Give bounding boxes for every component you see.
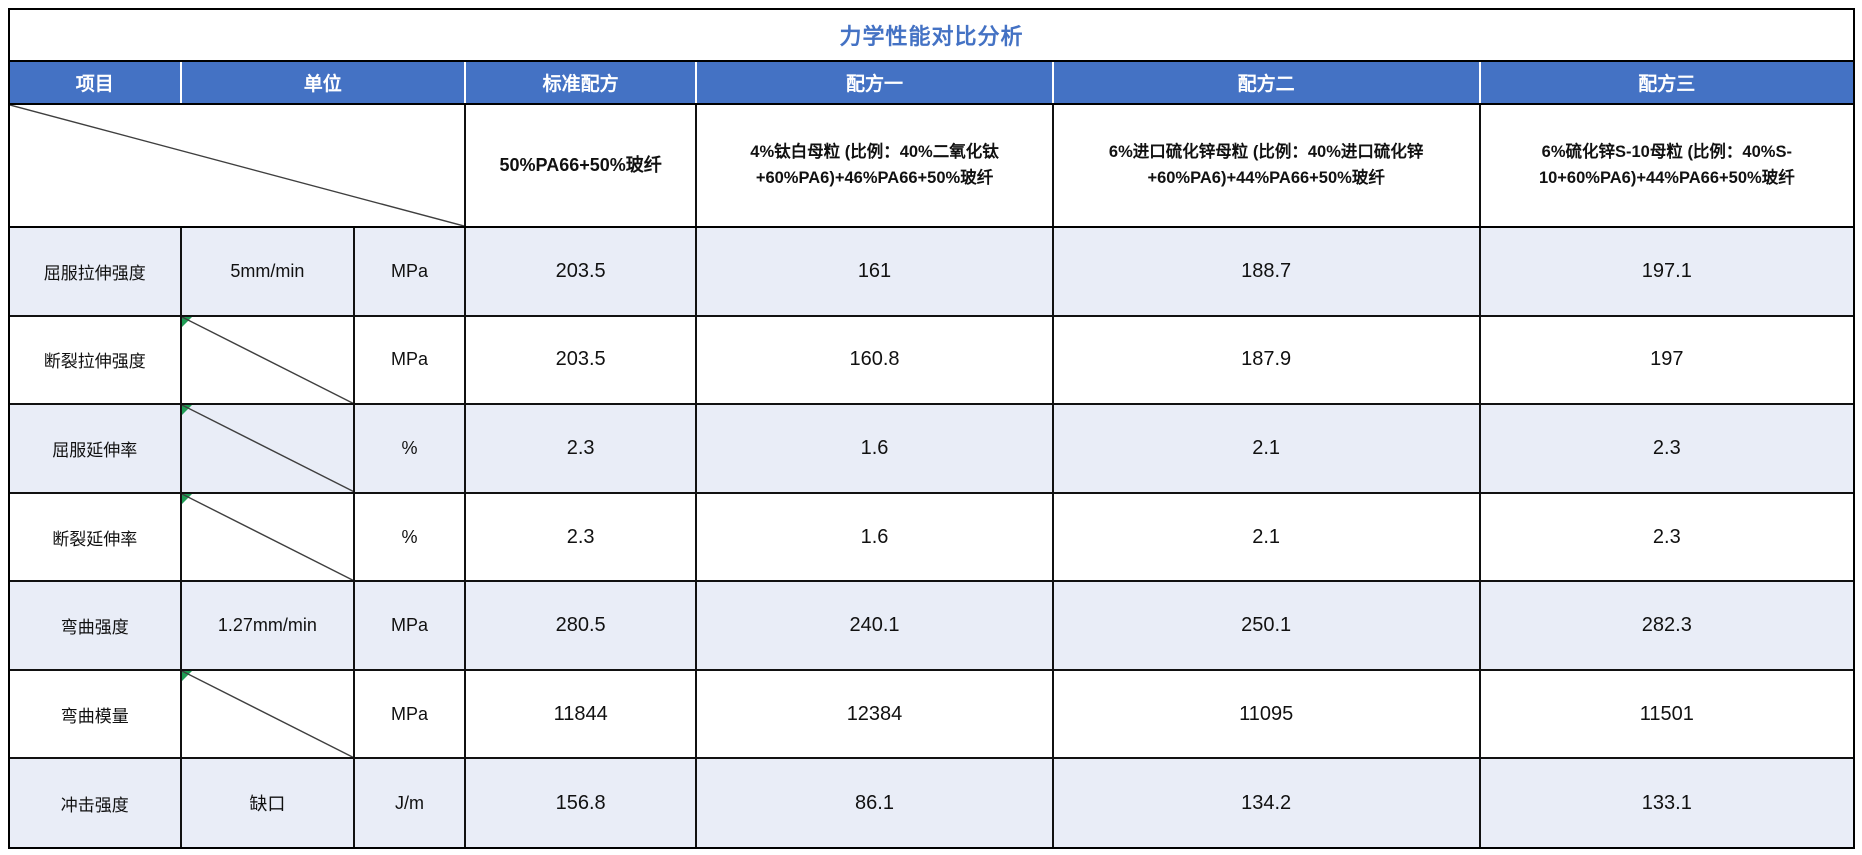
row-unit: % xyxy=(353,493,464,581)
table-row: 断裂延伸率 % 2.3 1.6 2.1 2.3 xyxy=(10,493,1853,583)
row-condition: 缺口 xyxy=(179,759,354,848)
row-label: 冲击强度 xyxy=(60,795,129,815)
diagonal-line xyxy=(10,105,464,226)
formula-description-row: 50%PA66+50%玻纤 4%钛白母粒 (比例：40%二氧化钛+60%PA6)… xyxy=(10,105,1853,228)
diagonal-slash-cell xyxy=(179,405,354,492)
row-unit: MPa xyxy=(353,670,464,758)
cell-value: 2.1 xyxy=(1051,405,1479,492)
row-unit: MPa xyxy=(353,228,464,315)
row-unit: MPa xyxy=(353,582,464,669)
row-label: 屈服拉伸强度 xyxy=(43,263,146,283)
row-condition: 1.27mm/min xyxy=(179,582,354,669)
cell-value: 188.7 xyxy=(1051,228,1479,315)
cell-value: 2.3 xyxy=(1478,405,1853,492)
diagonal-slash-cell xyxy=(179,493,354,581)
header-standard-formula: 标准配方 xyxy=(463,62,695,103)
cell-value: 240.1 xyxy=(695,582,1051,669)
table-header-row: 项目 单位 标准配方 配方一 配方二 配方三 xyxy=(10,62,1853,105)
table-row: 屈服拉伸强度 5mm/min MPa 203.5 161 188.7 197.1 xyxy=(10,228,1853,317)
cell-value: 11501 xyxy=(1478,670,1853,758)
cell-value: 2.3 xyxy=(463,493,695,581)
row-label: 屈服延伸率 xyxy=(52,440,138,460)
cell-value: 203.5 xyxy=(463,316,695,404)
cell-value: 134.2 xyxy=(1051,759,1479,848)
cell-value: 1.6 xyxy=(695,405,1051,492)
cell-value: 1.6 xyxy=(695,493,1051,581)
row-unit: J/m xyxy=(353,759,464,848)
formula-description: 4%钛白母粒 (比例：40%二氧化钛+60%PA6)+46%PA66+50%玻纤 xyxy=(695,105,1051,226)
diagonal-line xyxy=(182,494,354,581)
cell-value: 280.5 xyxy=(463,582,695,669)
table-row: 冲击强度 缺口 J/m 156.8 86.1 134.2 133.1 xyxy=(10,759,1853,848)
row-label: 断裂延伸率 xyxy=(52,529,138,549)
row-unit: MPa xyxy=(353,316,464,404)
header-item: 项目 xyxy=(75,74,114,95)
table-row: 断裂拉伸强度 MPa 203.5 160.8 187.9 197 xyxy=(10,316,1853,406)
cell-value: 187.9 xyxy=(1051,316,1479,404)
row-label: 弯曲模量 xyxy=(60,706,129,726)
table-row: 屈服延伸率 % 2.3 1.6 2.1 2.3 xyxy=(10,405,1853,494)
table-title-row: 力学性能对比分析 xyxy=(10,10,1853,62)
row-unit: % xyxy=(353,405,464,492)
cell-value: 197.1 xyxy=(1478,228,1853,315)
cell-value: 11844 xyxy=(463,670,695,758)
header-formula-1: 配方一 xyxy=(695,62,1051,103)
formula-description: 6%进口硫化锌母粒 (比例：40%进口硫化锌+60%PA6)+44%PA66+5… xyxy=(1051,105,1479,226)
cell-value: 2.3 xyxy=(1478,493,1853,581)
row-condition: 5mm/min xyxy=(179,228,354,315)
page-title: 力学性能对比分析 xyxy=(839,24,1024,49)
diagonal-header-cell xyxy=(10,105,464,226)
diagonal-line xyxy=(182,405,354,492)
cell-value: 160.8 xyxy=(695,316,1051,404)
row-label: 弯曲强度 xyxy=(60,618,129,638)
header-formula-2: 配方二 xyxy=(1051,62,1479,103)
table-row: 弯曲强度 1.27mm/min MPa 280.5 240.1 250.1 28… xyxy=(10,582,1853,671)
row-label: 断裂拉伸强度 xyxy=(43,352,146,372)
header-formula-3: 配方三 xyxy=(1478,62,1853,103)
cell-value: 161 xyxy=(695,228,1051,315)
cell-value: 203.5 xyxy=(463,228,695,315)
cell-value: 2.1 xyxy=(1051,493,1479,581)
cell-value: 11095 xyxy=(1051,670,1479,758)
cell-value: 133.1 xyxy=(1478,759,1853,848)
diagonal-slash-cell xyxy=(179,316,354,404)
diagonal-line xyxy=(182,317,354,404)
cell-value: 86.1 xyxy=(695,759,1051,848)
comparison-table: 力学性能对比分析 项目 单位 标准配方 配方一 配方二 配方三 50%PA66+… xyxy=(8,8,1855,849)
cell-value: 156.8 xyxy=(463,759,695,848)
cell-value: 282.3 xyxy=(1478,582,1853,669)
header-unit: 单位 xyxy=(179,62,464,103)
cell-value: 2.3 xyxy=(463,405,695,492)
table-row: 弯曲模量 MPa 11844 12384 11095 11501 xyxy=(10,670,1853,760)
diagonal-line xyxy=(182,671,354,758)
formula-description: 6%硫化锌S-10母粒 (比例：40%S-10+60%PA6)+44%PA66+… xyxy=(1478,105,1853,226)
cell-value: 12384 xyxy=(695,670,1051,758)
formula-description: 50%PA66+50%玻纤 xyxy=(463,105,695,226)
diagonal-slash-cell xyxy=(179,670,354,758)
cell-value: 250.1 xyxy=(1051,582,1479,669)
cell-value: 197 xyxy=(1478,316,1853,404)
